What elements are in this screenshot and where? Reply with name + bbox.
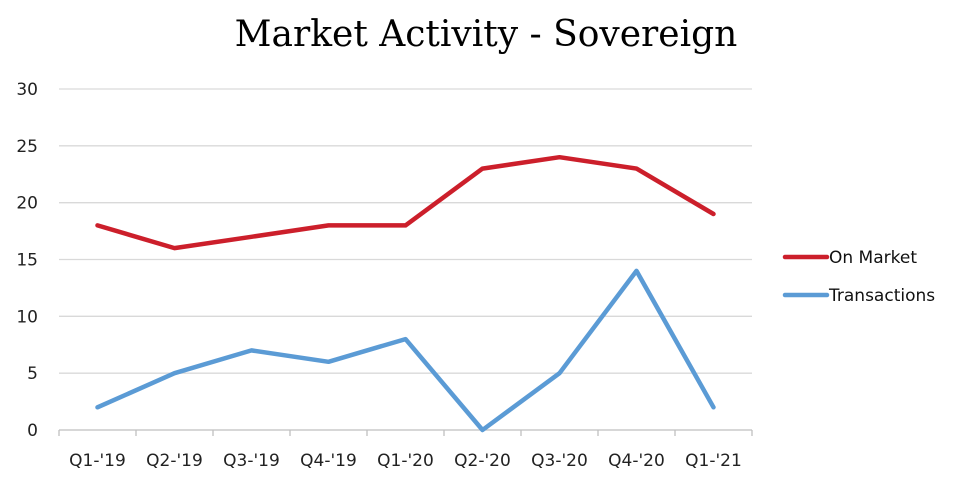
y-axis-ticks: 0 5 10 15 20 25 30 <box>16 80 38 441</box>
x-axis <box>58 429 753 436</box>
y-tick-label: 5 <box>27 364 38 384</box>
y-tick-label: 20 <box>16 194 38 214</box>
x-tick-label: Q1-'21 <box>685 451 742 471</box>
x-tick-label: Q1-'19 <box>69 451 126 471</box>
x-tick-label: Q3-'19 <box>223 451 280 471</box>
y-tick-label: 25 <box>16 137 38 157</box>
y-tick-label: 10 <box>16 307 38 327</box>
legend: On Market Transactions <box>782 248 935 306</box>
x-tick-label: Q4-'20 <box>608 451 665 471</box>
gridlines <box>59 88 752 374</box>
x-tick-label: Q2-'19 <box>146 451 203 471</box>
x-tick-label: Q2-'20 <box>454 451 511 471</box>
y-tick-label: 30 <box>16 80 38 100</box>
series-line-transactions <box>95 268 716 433</box>
y-tick-label: 0 <box>27 421 38 441</box>
x-tick-label: Q3-'20 <box>531 451 588 471</box>
x-axis-ticks: Q1-'19 Q2-'19 Q3-'19 Q4-'19 Q1-'20 Q2-'20 Q3-'… <box>69 451 742 471</box>
legend-label-transactions: Transactions <box>828 286 935 306</box>
legend-label-on-market: On Market <box>829 248 917 268</box>
x-tick-label: Q1-'20 <box>377 451 434 471</box>
x-tick-label: Q4-'19 <box>300 451 357 471</box>
series-lines <box>95 154 716 433</box>
chart-title: Market Activity - Sovereign <box>234 14 738 55</box>
y-tick-label: 15 <box>16 251 38 271</box>
